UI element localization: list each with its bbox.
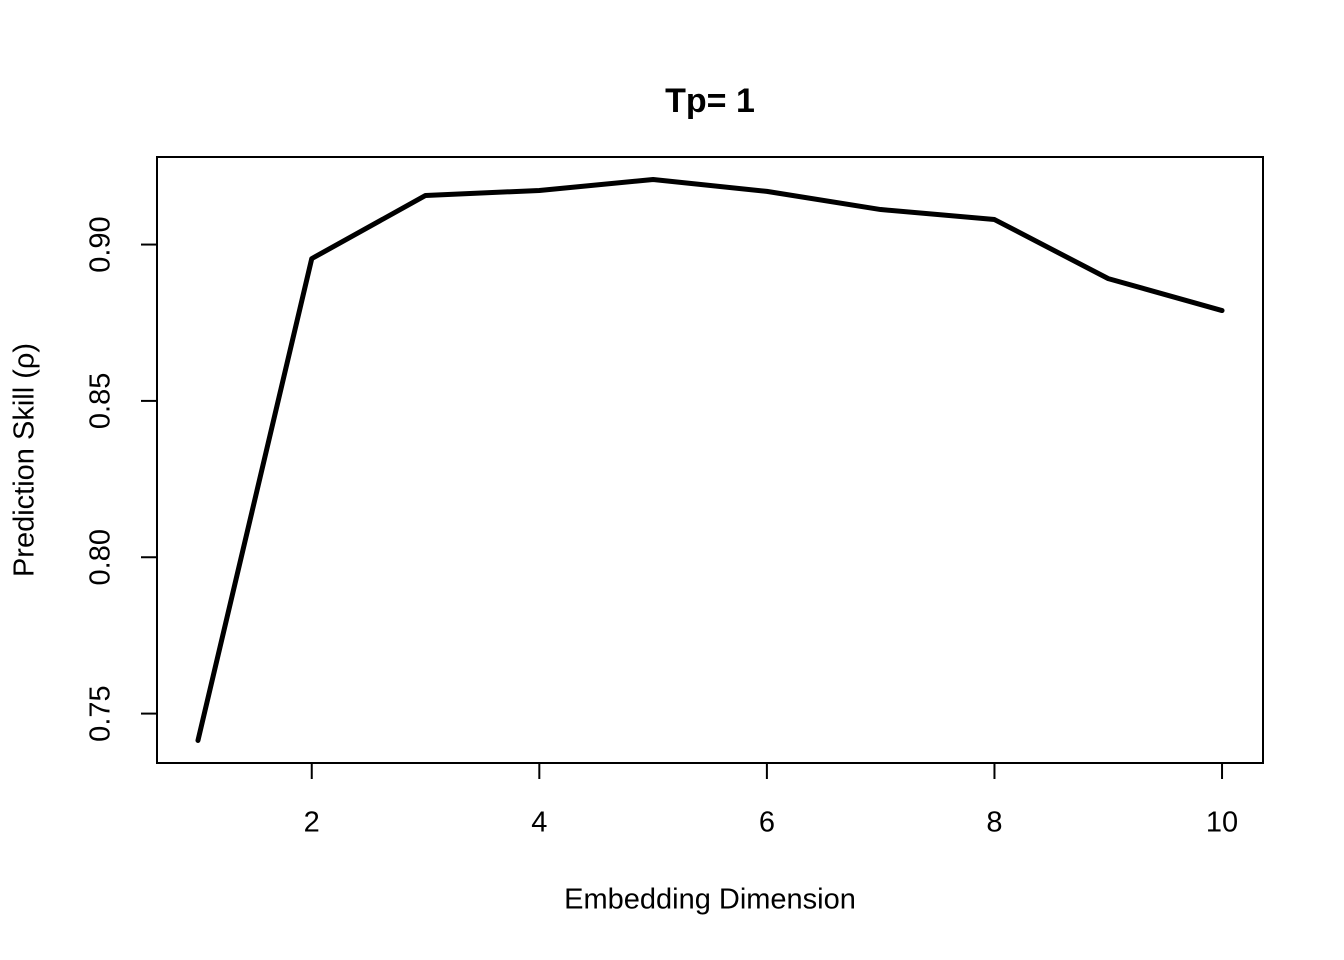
y-tick-label: 0.75 [85,685,117,741]
y-tick-label: 0.90 [85,216,117,272]
x-tick-label: 10 [1206,807,1238,839]
y-axis-label: Prediction Skill (ρ) [9,343,41,577]
y-tick-label: 0.85 [85,373,117,429]
x-tick-label: 8 [986,807,1002,839]
x-tick-label: 6 [759,807,775,839]
data-line [195,177,1225,743]
plot-frame [156,156,1264,764]
y-tick-label: 0.80 [85,529,117,585]
x-tick-label: 4 [531,807,547,839]
x-tick-label: 2 [304,807,320,839]
x-axis-label: Embedding Dimension [564,884,856,916]
chart-title: Tp= 1 [665,82,755,120]
